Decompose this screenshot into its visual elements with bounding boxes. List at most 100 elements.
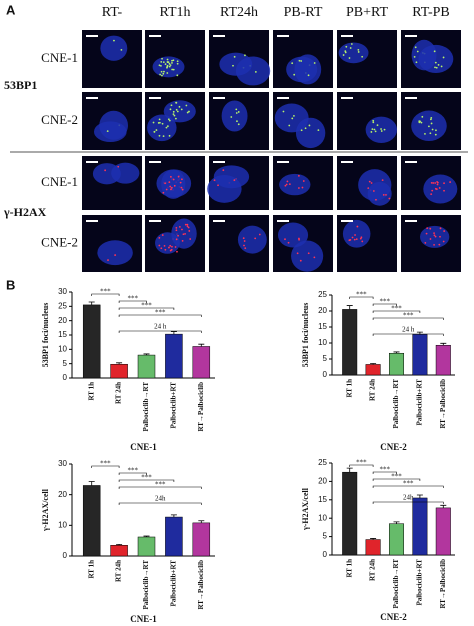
focus (169, 249, 172, 252)
focus (380, 130, 383, 132)
focus (436, 180, 438, 183)
y-tick-label: 10 (318, 513, 327, 522)
chart-title: CNE-2 (380, 612, 407, 622)
error-bar (170, 514, 177, 518)
focus (372, 190, 375, 192)
focus (282, 110, 285, 113)
focus (372, 119, 375, 122)
focus (382, 193, 385, 196)
focus (171, 59, 173, 62)
focus (158, 118, 161, 121)
focus (161, 74, 163, 77)
focus (175, 229, 178, 232)
focus (180, 186, 183, 189)
focus (213, 179, 216, 182)
focus (430, 117, 433, 119)
focus (244, 247, 247, 250)
focus (169, 108, 172, 111)
focus (175, 101, 178, 104)
focus (438, 243, 441, 246)
focus (161, 57, 163, 60)
focus (287, 241, 290, 244)
focus (356, 225, 359, 228)
focus (160, 70, 163, 73)
focus (233, 55, 236, 58)
focus (243, 240, 246, 242)
focus (152, 121, 155, 124)
nucleus (100, 35, 128, 61)
scale-bar (277, 161, 289, 163)
focus (168, 134, 171, 137)
focus (297, 174, 300, 177)
x-tick-label: RT→Palbociclib (439, 379, 447, 429)
significance-label: *** (356, 291, 367, 299)
scale-bar (277, 220, 289, 222)
focus (368, 180, 371, 183)
focus (178, 105, 181, 108)
error-bar (116, 543, 123, 546)
focus (371, 128, 374, 131)
y-axis-label: γ-H2AX/cell (41, 488, 50, 532)
scale-bar (341, 161, 353, 163)
nucleus (367, 181, 392, 206)
focus (237, 123, 240, 126)
focus (300, 129, 303, 132)
focus (436, 183, 439, 186)
significance-bracket (118, 307, 175, 310)
focus (426, 227, 429, 230)
error-bar (88, 481, 95, 486)
focus (435, 129, 437, 132)
focus (176, 62, 179, 65)
focus (153, 130, 156, 133)
focus (166, 72, 169, 74)
focus (291, 117, 294, 120)
focus (173, 184, 176, 187)
error-bar (346, 467, 353, 473)
focus (300, 60, 303, 62)
significance-bracket (118, 300, 147, 303)
focus (186, 223, 189, 226)
significance-label: *** (391, 305, 402, 313)
focus (162, 72, 165, 75)
focus (424, 241, 427, 244)
focus (161, 122, 164, 125)
focus (173, 114, 176, 117)
significance-bracket (118, 472, 147, 475)
x-tick-label: Palbociclib→RT (392, 379, 400, 429)
focus (433, 234, 436, 237)
error-bar (393, 521, 400, 524)
focus (158, 134, 161, 137)
nucleus (279, 173, 311, 196)
chart-title: CNE-2 (380, 442, 407, 452)
focus (434, 235, 437, 238)
significance-bracket (349, 296, 374, 299)
focus (175, 108, 178, 111)
focus (430, 193, 433, 196)
focus (359, 237, 362, 240)
micrograph (337, 215, 397, 272)
significance-bracket (118, 486, 202, 489)
span-bracket (372, 333, 444, 336)
focus (175, 238, 178, 241)
focus (415, 61, 418, 64)
focus (237, 111, 240, 113)
bar (165, 333, 183, 379)
focus (177, 175, 180, 178)
focus (114, 254, 117, 256)
focus (236, 120, 238, 123)
focus (160, 64, 162, 67)
x-tick-label: RT→Palbociclib (439, 559, 447, 609)
scale-bar (213, 97, 225, 99)
x-tick-label: RT→Palbociclib (197, 382, 205, 432)
panel-label: B (6, 277, 15, 292)
significance-label: *** (403, 312, 414, 320)
focus (429, 132, 432, 135)
focus (169, 175, 172, 178)
focus (345, 45, 348, 48)
focus (169, 64, 172, 67)
y-tick-label: 30 (58, 459, 67, 468)
focus (430, 122, 433, 125)
x-tick-label: RT 24h (115, 560, 123, 582)
focus (184, 223, 187, 226)
focus (433, 243, 435, 246)
